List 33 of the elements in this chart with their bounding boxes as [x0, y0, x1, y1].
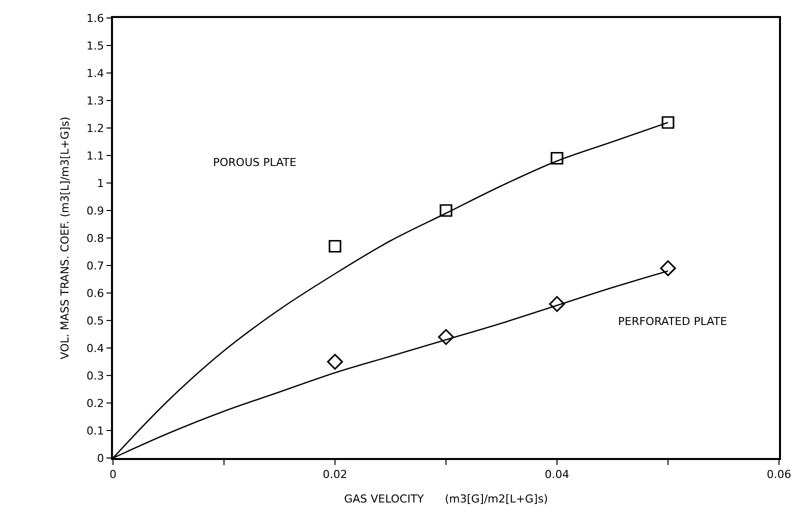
x-tick-label: 0.06: [766, 468, 792, 481]
y-tick-label: 0.3: [86, 369, 104, 382]
annotation: PERFORATED PLATE: [618, 315, 728, 328]
y-tick-label: 1.1: [86, 149, 104, 162]
x-tick-label: 0.04: [544, 468, 570, 481]
x-tick-label: 0: [110, 468, 116, 481]
y-tick-label: 0.8: [86, 232, 104, 245]
y-tick-label: 1.2: [86, 122, 104, 135]
y-tick-label: 1.5: [86, 39, 104, 52]
y-tick-label: 1.3: [86, 94, 104, 108]
y-tick-label: 0.9: [86, 204, 104, 218]
point: [328, 240, 342, 253]
point: [440, 204, 452, 217]
y-axis-title: VOL. MASS TRANS. COEF. (m3[L]/m3[L+G]s): [58, 116, 72, 360]
x-axis-title: GAS VELOCITY (m3[G]/m2[L+G]s): [344, 492, 548, 506]
y-tick-label: 1.4: [86, 66, 104, 80]
annotation: POROUS PLATE: [213, 156, 297, 169]
y-tick-label: 0.1: [86, 424, 104, 438]
x-tick-label: 0.02: [322, 468, 348, 481]
y-tick-label: 0.6: [86, 286, 104, 300]
y-tick-label: 0.2: [86, 396, 104, 410]
y-tick-label: 0: [97, 452, 104, 465]
y-tick-label: 1.6: [86, 12, 104, 25]
y-tick-label: 0.7: [86, 259, 104, 272]
point: [327, 354, 343, 370]
point: [550, 152, 564, 165]
y-tick-label: 1: [97, 176, 104, 190]
point: [549, 296, 565, 312]
point: [438, 329, 454, 345]
y-tick-label: 0.5: [86, 314, 104, 328]
point: [660, 260, 676, 276]
point: [662, 116, 674, 129]
y-tick-label: 0.4: [86, 342, 104, 355]
